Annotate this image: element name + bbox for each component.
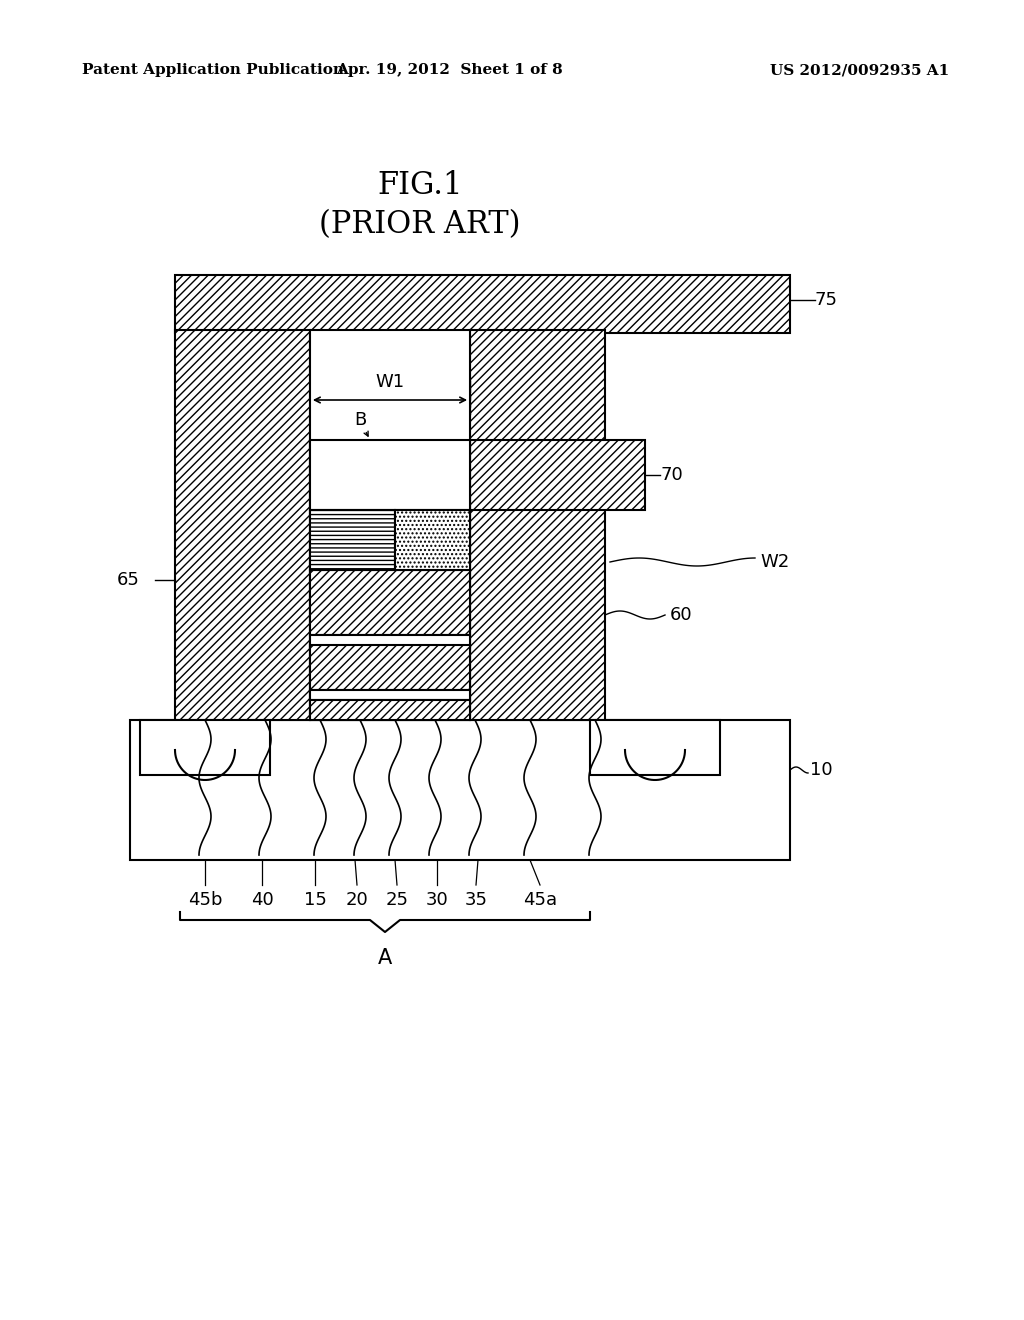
- Bar: [310, 440, 470, 510]
- Text: A: A: [378, 948, 392, 968]
- Text: (PRIOR ART): (PRIOR ART): [319, 210, 521, 240]
- Text: 70: 70: [660, 466, 683, 484]
- Text: US 2012/0092935 A1: US 2012/0092935 A1: [770, 63, 949, 77]
- Text: W1: W1: [376, 374, 404, 391]
- Bar: [310, 635, 470, 647]
- Bar: [140, 719, 270, 775]
- Text: 40: 40: [251, 891, 273, 909]
- Bar: [310, 645, 470, 690]
- Bar: [590, 719, 720, 775]
- Bar: [310, 700, 470, 719]
- Bar: [310, 330, 470, 719]
- Bar: [310, 690, 470, 700]
- Text: 55: 55: [429, 438, 451, 455]
- Text: 45a: 45a: [523, 891, 557, 909]
- Text: 45b: 45b: [187, 891, 222, 909]
- Bar: [310, 510, 395, 570]
- Text: 15: 15: [303, 891, 327, 909]
- Text: 65: 65: [117, 572, 140, 589]
- Text: 75: 75: [815, 290, 838, 309]
- Bar: [395, 510, 470, 570]
- Text: 50: 50: [314, 438, 336, 455]
- Bar: [130, 719, 790, 861]
- Bar: [470, 330, 605, 719]
- Text: 25: 25: [385, 891, 409, 909]
- Text: 10: 10: [810, 762, 833, 779]
- Bar: [175, 330, 310, 719]
- Text: Patent Application Publication: Patent Application Publication: [82, 63, 344, 77]
- Text: 20: 20: [346, 891, 369, 909]
- Text: 60: 60: [670, 606, 692, 624]
- Text: 30: 30: [426, 891, 449, 909]
- Text: W2: W2: [760, 553, 790, 572]
- Text: 35: 35: [465, 891, 487, 909]
- Bar: [470, 440, 645, 510]
- Bar: [310, 570, 470, 635]
- Bar: [175, 275, 790, 333]
- Text: FIG.1: FIG.1: [377, 169, 463, 201]
- Text: B: B: [354, 411, 367, 429]
- Text: Apr. 19, 2012  Sheet 1 of 8: Apr. 19, 2012 Sheet 1 of 8: [337, 63, 563, 77]
